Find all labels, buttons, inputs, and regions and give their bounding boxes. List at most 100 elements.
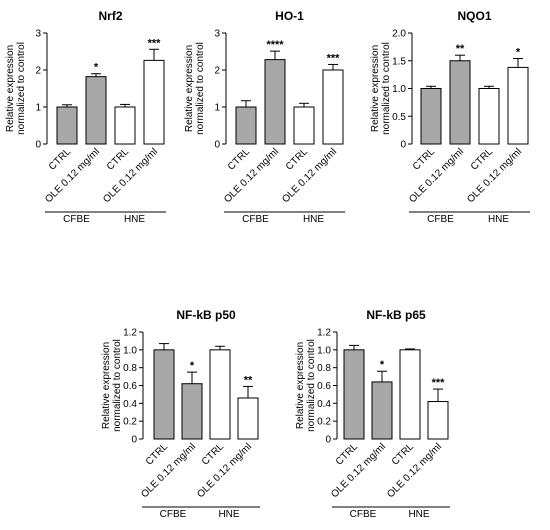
group-label: CFBE: [160, 509, 187, 520]
y-axis-label-line-2: normalized to control: [16, 42, 27, 135]
significance-marker: ***: [148, 37, 162, 49]
y-tick-label: 2: [214, 66, 220, 77]
y-axis-label-line-1: Relative expression: [101, 342, 112, 429]
y-tick-label: 0.2: [317, 417, 331, 428]
category-label: OLE 0.12 mg/ml: [407, 146, 466, 205]
group-label: HNE: [303, 214, 324, 225]
y-tick-label: 0.2: [123, 417, 137, 428]
bar: [264, 59, 286, 145]
y-tick-label: 0.6: [317, 381, 331, 392]
bar: [371, 381, 393, 440]
group-label: CFBE: [350, 509, 377, 520]
y-tick-label: 1.0: [317, 345, 331, 356]
group-label: CFBE: [63, 214, 90, 225]
group-label: CFBE: [427, 214, 454, 225]
chart-title: HO-1: [275, 9, 304, 23]
y-tick-label: 0: [214, 140, 220, 151]
group-label: HNE: [488, 214, 509, 225]
group-label: HNE: [218, 509, 239, 520]
chart-panel-2: NQO1 0 0.5 1.0 1.5 2.0 Relative expression norm…: [370, 9, 530, 225]
y-tick-label: 0.8: [123, 363, 137, 374]
bar: [114, 106, 136, 145]
bar: [143, 59, 165, 145]
category-label: OLE 0.12 mg/ml: [222, 146, 281, 205]
y-tick-label: 0: [400, 140, 406, 151]
y-tick-label: 2: [35, 66, 41, 77]
y-tick-label: 0: [131, 435, 137, 446]
category-label: CTRL: [469, 146, 496, 173]
y-tick-label: 1.0: [392, 84, 406, 95]
y-tick-label: 0: [325, 435, 331, 446]
significance-marker: ***: [432, 377, 446, 389]
bar: [478, 88, 500, 145]
y-tick-label: 2.0: [392, 29, 406, 40]
group-label: CFBE: [242, 214, 269, 225]
y-axis-label-line-2: normalized to control: [195, 42, 206, 135]
y-tick-label: 0.8: [317, 363, 331, 374]
category-label: CTRL: [200, 441, 227, 468]
category-label: CTRL: [226, 146, 253, 173]
group-label: HNE: [124, 214, 145, 225]
chart-panel-1: HO-1 0 1 2 3 Relative expression normalized to…: [184, 9, 345, 225]
bar: [85, 76, 107, 145]
bar: [181, 383, 203, 440]
y-tick-label: 1.0: [123, 345, 137, 356]
category-label: CTRL: [47, 146, 74, 173]
category-label: OLE 0.12 mg/ml: [101, 146, 160, 205]
y-tick-label: 1.2: [123, 328, 137, 339]
group-label: HNE: [408, 509, 429, 520]
significance-marker: ***: [327, 52, 341, 64]
y-axis-label-line-2: normalized to control: [306, 339, 317, 432]
chart-panel-4: NF-kB p65 0 0.2 0.4 0.6 0.8 1.0 1.2 Relative exp…: [295, 308, 450, 520]
bar: [153, 349, 175, 440]
y-tick-label: 0.6: [123, 381, 137, 392]
category-label: CTRL: [390, 441, 417, 468]
bar: [420, 88, 442, 145]
category-label: CTRL: [334, 441, 361, 468]
category-label: CTRL: [144, 441, 171, 468]
y-tick-label: 0.4: [317, 399, 331, 410]
significance-marker: **: [456, 43, 465, 55]
category-label: CTRL: [284, 146, 311, 173]
y-tick-label: 0.5: [392, 112, 406, 123]
chart-panel-0: Nrf2 0 1 2 3 Relative expression normalized to…: [5, 9, 166, 225]
y-axis-label-line-1: Relative expression: [370, 45, 381, 132]
y-tick-label: 3: [35, 29, 41, 40]
y-tick-label: 1.2: [317, 328, 331, 339]
y-axis-label-line-1: Relative expression: [295, 342, 306, 429]
chart-title: NQO1: [457, 9, 491, 23]
significance-marker: *: [516, 47, 521, 59]
bar: [209, 349, 231, 440]
y-axis-label-line-1: Relative expression: [184, 45, 195, 132]
y-tick-label: 1: [214, 103, 220, 114]
bar: [427, 401, 449, 440]
category-label: OLE 0.12 mg/ml: [465, 146, 524, 205]
bar: [56, 106, 78, 145]
bar: [399, 349, 421, 440]
chart-panel-3: NF-kB p50 0 0.2 0.4 0.6 0.8 1.0 1.2 Relative exp…: [101, 308, 260, 520]
y-tick-label: 1.5: [392, 56, 406, 67]
y-tick-label: 1: [35, 103, 41, 114]
significance-marker: *: [190, 360, 195, 372]
y-axis-label-line-2: normalized to control: [381, 42, 392, 135]
significance-marker: *: [94, 62, 99, 74]
bar: [507, 66, 529, 145]
category-label: CTRL: [105, 146, 132, 173]
chart-title: Nrf2: [98, 9, 122, 23]
y-tick-label: 3: [214, 29, 220, 40]
significance-marker: ****: [266, 39, 284, 51]
y-axis-label-line-1: Relative expression: [5, 45, 16, 132]
category-label: OLE 0.12 mg/ml: [280, 146, 339, 205]
category-label: OLE 0.12 mg/ml: [43, 146, 102, 205]
bar: [343, 349, 365, 440]
category-label: CTRL: [411, 146, 438, 173]
significance-marker: **: [244, 374, 253, 386]
y-tick-label: 0: [35, 140, 41, 151]
chart-title: NF-kB p50: [176, 308, 236, 322]
bar: [237, 397, 259, 440]
significance-marker: *: [380, 359, 385, 371]
chart-title: NF-kB p65: [366, 308, 426, 322]
bar: [235, 106, 257, 145]
y-tick-label: 0.4: [123, 399, 137, 410]
